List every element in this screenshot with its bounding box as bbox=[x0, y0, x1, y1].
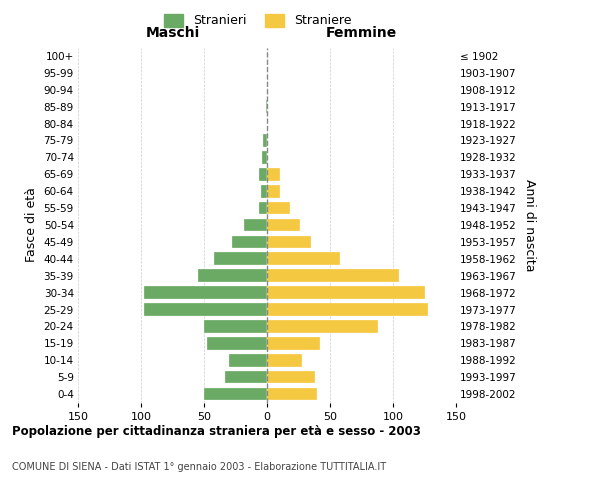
Bar bbox=[267, 354, 302, 366]
Bar bbox=[244, 218, 267, 232]
Bar bbox=[226, 371, 267, 384]
Bar bbox=[267, 168, 280, 180]
Bar bbox=[204, 320, 267, 333]
Text: COMUNE DI SIENA - Dati ISTAT 1° gennaio 2003 - Elaborazione TUTTITALIA.IT: COMUNE DI SIENA - Dati ISTAT 1° gennaio … bbox=[12, 462, 386, 472]
Bar bbox=[263, 134, 267, 147]
Bar bbox=[259, 202, 267, 214]
Bar bbox=[267, 218, 300, 232]
Text: Maschi: Maschi bbox=[145, 26, 200, 40]
Text: Femmine: Femmine bbox=[326, 26, 397, 40]
Bar bbox=[267, 270, 400, 282]
Bar bbox=[214, 252, 267, 265]
Bar bbox=[204, 388, 267, 400]
Bar bbox=[267, 202, 290, 214]
Bar bbox=[198, 270, 267, 282]
Y-axis label: Fasce di età: Fasce di età bbox=[25, 188, 38, 262]
Bar bbox=[229, 354, 267, 366]
Bar bbox=[206, 337, 267, 349]
Bar bbox=[267, 337, 320, 349]
Bar bbox=[267, 303, 428, 316]
Bar bbox=[267, 320, 378, 333]
Bar bbox=[266, 100, 267, 113]
Bar bbox=[143, 286, 267, 299]
Bar bbox=[260, 185, 267, 198]
Bar bbox=[267, 286, 425, 299]
Y-axis label: Anni di nascita: Anni di nascita bbox=[523, 179, 536, 271]
Bar bbox=[267, 388, 317, 400]
Bar bbox=[232, 236, 267, 248]
Bar bbox=[267, 236, 311, 248]
Bar bbox=[267, 252, 340, 265]
Bar bbox=[267, 371, 315, 384]
Legend: Stranieri, Straniere: Stranieri, Straniere bbox=[160, 8, 356, 32]
Bar bbox=[143, 303, 267, 316]
Bar bbox=[262, 151, 267, 164]
Bar bbox=[267, 185, 280, 198]
Bar bbox=[259, 168, 267, 180]
Text: Popolazione per cittadinanza straniera per età e sesso - 2003: Popolazione per cittadinanza straniera p… bbox=[12, 425, 421, 438]
